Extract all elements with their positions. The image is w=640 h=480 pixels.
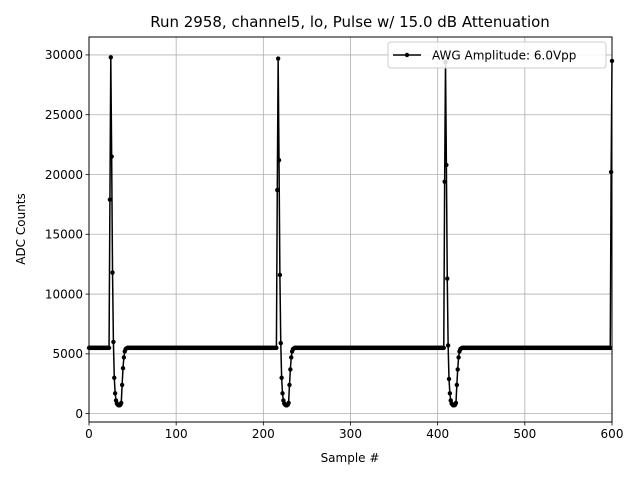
data-point — [453, 400, 459, 406]
data-point — [111, 339, 116, 345]
x-tick-label: 200 — [252, 427, 275, 441]
x-tick-label: 100 — [165, 427, 188, 441]
axis-ticks: 0 100 200 300 400 500 600 0 5000 10000 15000 20000 2… — [45, 48, 624, 441]
data-point — [286, 400, 291, 406]
data-point — [274, 345, 279, 351]
data-point — [287, 382, 292, 388]
x-axis-label: Sample # — [321, 451, 380, 465]
data-point — [107, 197, 113, 202]
data-point — [276, 157, 282, 163]
data-point — [275, 187, 280, 193]
x-tick-label: 500 — [513, 427, 536, 441]
x-tick-label: 400 — [426, 427, 449, 441]
data-point — [608, 345, 613, 351]
data-point — [442, 179, 447, 184]
data-point — [120, 366, 126, 371]
data-point — [454, 382, 460, 388]
data-point — [288, 367, 293, 372]
legend: AWG Amplitude: 6.0Vpp — [387, 41, 607, 69]
y-tick-label: 30000 — [45, 48, 83, 62]
data-point — [608, 169, 614, 175]
legend-label: AWG Amplitude: 6.0Vpp — [432, 49, 576, 63]
y-axis-label: ADC Counts — [14, 193, 28, 265]
series-layer — [86, 55, 615, 408]
data-point — [119, 400, 124, 406]
data-point — [275, 56, 281, 61]
data-point — [289, 355, 294, 360]
chart-title: Run 2958, channel5, lo, Pulse w/ 15.0 dB… — [150, 13, 550, 31]
data-point — [456, 355, 461, 360]
y-tick-label: 0 — [75, 407, 83, 421]
y-tick-label: 10000 — [45, 287, 83, 301]
data-point — [455, 367, 460, 372]
data-point — [280, 391, 285, 396]
data-point — [109, 154, 114, 159]
data-point — [119, 382, 125, 388]
data-point — [110, 270, 115, 275]
x-tick-label: 300 — [339, 427, 362, 441]
y-tick-label: 5000 — [52, 347, 83, 361]
data-point — [445, 343, 451, 348]
y-tick-label: 20000 — [45, 168, 83, 182]
data-point — [445, 276, 450, 281]
data-point — [279, 375, 284, 380]
data-point — [446, 376, 452, 382]
legend-marker-sample — [404, 52, 410, 58]
data-point — [121, 355, 127, 360]
legend-box — [387, 41, 607, 69]
data-point — [444, 162, 449, 168]
x-tick-label: 600 — [601, 427, 624, 441]
x-tick-label: 0 — [85, 427, 93, 441]
y-tick-label: 25000 — [45, 108, 83, 122]
data-point — [441, 345, 446, 351]
data-point — [278, 340, 283, 346]
y-tick-label: 15000 — [45, 228, 83, 242]
data-point — [108, 55, 113, 60]
data-point — [112, 375, 117, 380]
data-point — [277, 272, 283, 278]
data-point — [447, 391, 453, 396]
data-point — [112, 391, 118, 396]
data-point — [106, 345, 112, 351]
